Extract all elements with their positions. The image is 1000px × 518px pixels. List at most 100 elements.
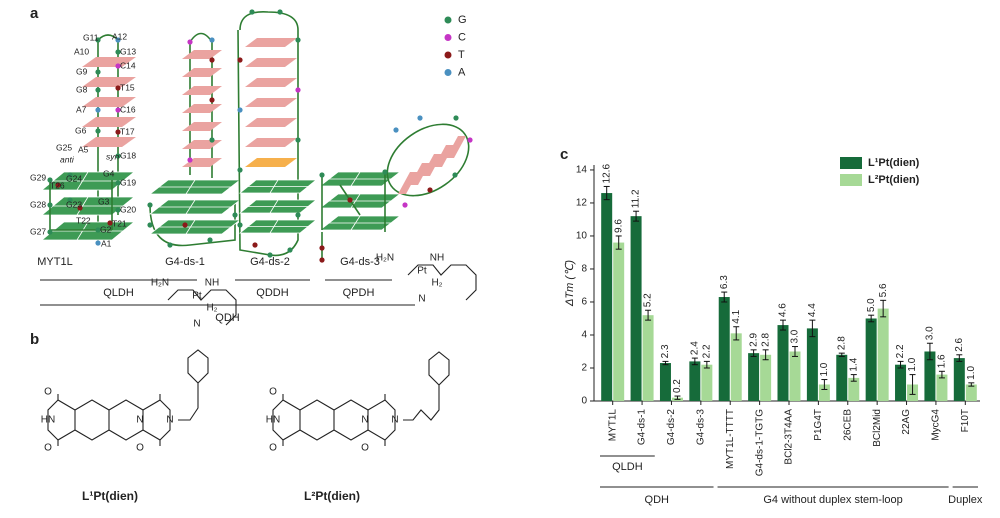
x-tick-label: G4-ds-2 xyxy=(666,409,677,446)
nucleotide xyxy=(267,252,273,258)
nucleotide xyxy=(467,137,473,143)
base-pair xyxy=(245,138,297,147)
residue-label: A7 xyxy=(76,104,87,114)
value-label: 4.4 xyxy=(807,303,818,317)
naphthalene xyxy=(299,399,369,441)
bar xyxy=(730,333,742,401)
nucleotide xyxy=(249,9,255,15)
residue-label: T17 xyxy=(120,126,135,136)
group-label: QDH xyxy=(215,312,240,324)
nucleotide xyxy=(287,247,293,253)
x-tick-label: G4-ds-1-TGTG xyxy=(754,409,765,476)
nucleotide xyxy=(115,207,121,213)
y-tick-label: 14 xyxy=(576,165,588,176)
residue-label: G3 xyxy=(98,196,110,206)
residue-label: A1 xyxy=(101,238,112,248)
compound-2-skeleton xyxy=(272,264,477,446)
nucleotide xyxy=(252,242,258,248)
legend-label: C xyxy=(458,31,466,43)
group-label: QDDH xyxy=(256,287,288,299)
y-tick-label: 0 xyxy=(581,396,587,407)
residue-label: G8 xyxy=(76,84,88,94)
atom-label: N xyxy=(418,294,425,305)
nucleotide xyxy=(237,222,243,228)
nucleotide xyxy=(115,107,121,113)
nucleotide xyxy=(209,97,215,103)
base-pair xyxy=(82,57,136,67)
residue-label: C16 xyxy=(120,104,136,114)
atom-label: O xyxy=(361,443,369,454)
value-label: 4.1 xyxy=(731,309,742,323)
value-label: 5.6 xyxy=(878,283,889,297)
y-tick-label: 2 xyxy=(581,363,587,374)
x-tick-label: 26CEB xyxy=(842,409,853,441)
nucleotide xyxy=(295,212,301,218)
bar xyxy=(760,354,772,401)
atom-label: O xyxy=(136,443,144,454)
bar xyxy=(601,193,613,401)
linker xyxy=(178,349,209,421)
base-pair xyxy=(182,140,222,149)
atom-label: H₂N xyxy=(151,278,169,289)
dien xyxy=(407,264,477,301)
nucleotide xyxy=(295,87,301,93)
residue-label: C14 xyxy=(120,60,136,70)
residue-label: G28 xyxy=(30,199,46,209)
residue-label: G4 xyxy=(103,168,115,178)
residue-label: syn xyxy=(106,151,120,161)
nucleotide xyxy=(237,57,243,63)
bar xyxy=(836,354,848,401)
naphthalene xyxy=(74,399,144,441)
legend-swatch xyxy=(840,157,862,169)
x-tick-label: F10T xyxy=(960,409,971,432)
nucleotide xyxy=(182,222,188,228)
bar xyxy=(936,374,948,401)
group-label: QLDH xyxy=(612,461,643,473)
residue-label: A5 xyxy=(78,144,89,154)
value-label: 0.2 xyxy=(672,379,683,393)
bar xyxy=(748,353,760,401)
bar xyxy=(953,358,965,401)
atom-label: Pt xyxy=(417,266,427,277)
linker xyxy=(403,351,450,421)
x-tick-label: MycG4 xyxy=(931,409,942,441)
base-pair xyxy=(245,58,297,67)
residue-label: G11 xyxy=(83,32,99,42)
nucleotide xyxy=(115,180,121,186)
legend-dot xyxy=(444,16,452,24)
bar xyxy=(777,325,789,401)
nucleotide xyxy=(115,49,121,55)
residue-label: G13 xyxy=(120,46,136,56)
compound-name: L¹Pt(dien) xyxy=(82,489,138,503)
residue-label: G23 xyxy=(66,199,82,209)
value-label: 9.6 xyxy=(613,219,624,233)
nucleotide xyxy=(187,157,193,163)
bar xyxy=(701,364,713,401)
legend-label: L²Pt(dien) xyxy=(868,174,920,186)
group-label: QDH xyxy=(645,494,670,506)
nucleotide xyxy=(95,69,101,75)
nucleotide xyxy=(95,227,101,233)
value-label: 2.8 xyxy=(760,332,771,346)
atom-label: N xyxy=(391,415,398,426)
atom-label: O xyxy=(44,443,52,454)
strand xyxy=(237,11,299,257)
nucleotide xyxy=(382,169,388,175)
base-pair xyxy=(446,136,466,158)
nucleotide xyxy=(67,172,73,178)
residue-label: G29 xyxy=(30,172,46,182)
residue-label: A10 xyxy=(74,46,89,56)
nucleotide xyxy=(115,63,121,69)
y-tick-label: 8 xyxy=(581,264,587,275)
legend-swatch xyxy=(840,174,862,186)
residue-label: G6 xyxy=(75,125,87,135)
bar xyxy=(877,308,889,401)
bar xyxy=(642,315,654,401)
residue-label: G20 xyxy=(120,204,136,214)
legend-dot xyxy=(444,69,452,76)
nucleotide xyxy=(47,202,53,208)
nucleotide xyxy=(237,167,243,173)
group-label: QLDH xyxy=(103,287,134,299)
value-label: 2.2 xyxy=(895,344,906,358)
